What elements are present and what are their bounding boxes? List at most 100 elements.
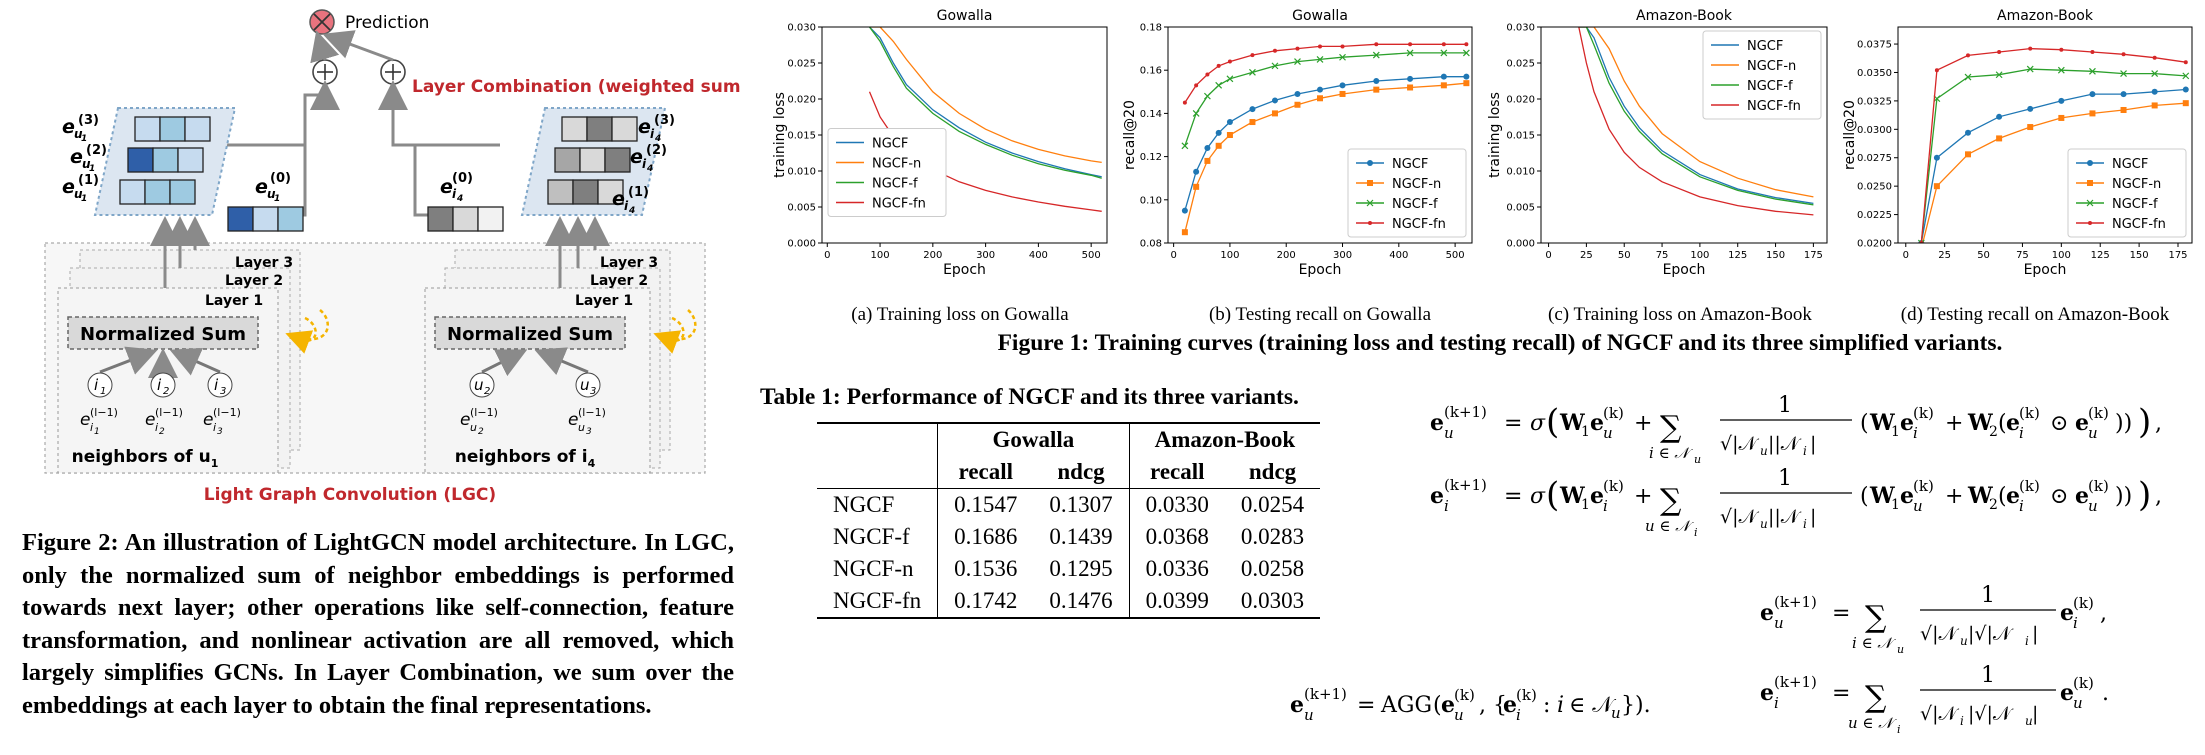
series-line xyxy=(869,27,1102,164)
svg-text:e: e xyxy=(1900,410,1914,436)
svg-text:2: 2 xyxy=(159,427,165,437)
svg-text:4: 4 xyxy=(646,164,653,174)
svg-text:3: 3 xyxy=(590,386,596,397)
metric-header: ndcg xyxy=(1033,456,1130,489)
svg-text:u ∈ 𝒩: u ∈ 𝒩 xyxy=(1645,517,1694,535)
series-line xyxy=(868,27,1102,179)
svg-text:|: | xyxy=(1810,433,1816,455)
data-point xyxy=(2059,47,2064,52)
svg-text:(0): (0) xyxy=(270,171,291,186)
data-point xyxy=(1408,42,1413,47)
svg-text:1: 1 xyxy=(81,194,87,204)
svg-text:neighbors of u1: neighbors of u1 xyxy=(72,447,219,470)
svg-text:e: e xyxy=(62,116,75,138)
series-line xyxy=(1184,43,1467,103)
svg-text:, {: , { xyxy=(1479,693,1507,718)
svg-text:(k): (k) xyxy=(2073,594,2094,612)
y-tick-label: 0.14 xyxy=(1140,109,1162,120)
svg-text:.: . xyxy=(2102,681,2109,706)
y-tick-label: 0.0225 xyxy=(1857,210,1892,221)
svg-text:2: 2 xyxy=(1989,424,1998,440)
svg-text:(3): (3) xyxy=(654,113,675,128)
left-neighbors-label: neighbors of u xyxy=(72,447,211,467)
svg-text:i ∈ 𝒩: i ∈ 𝒩 xyxy=(1852,634,1896,652)
data-point xyxy=(1462,49,1470,57)
value-cell: 0.0303 xyxy=(1240,588,1305,613)
svg-text:e: e xyxy=(1290,692,1304,718)
figure1-caption: Figure 1: Training curves (training loss… xyxy=(997,330,2003,356)
svg-text:u: u xyxy=(2088,497,2098,515)
data-point xyxy=(1294,90,1301,97)
svg-text:,: , xyxy=(2155,411,2162,436)
table-corner xyxy=(817,423,939,456)
x-tick-label: 0 xyxy=(824,250,830,261)
data-point xyxy=(1996,113,2003,120)
y-tick-label: 0.0375 xyxy=(1857,40,1892,51)
legend: NGCF NGCF-n NGCF-f NGCF-fn xyxy=(2067,148,2187,238)
svg-text:i: i xyxy=(213,421,216,434)
svg-text:u: u xyxy=(74,187,83,201)
svg-text:u: u xyxy=(267,187,276,201)
data-point xyxy=(1965,129,1971,136)
data-point xyxy=(2087,160,2093,166)
chart-title: Amazon-Book xyxy=(1997,8,2094,24)
data-point xyxy=(1441,42,1446,47)
data-point xyxy=(2086,199,2094,207)
svg-text:e: e xyxy=(1441,692,1455,718)
y-tick-label: 0.015 xyxy=(787,131,816,142)
x-tick-label: 300 xyxy=(976,250,995,261)
legend-label: NGCF-fn xyxy=(1392,217,1446,232)
x-tick-label: 500 xyxy=(1446,250,1465,261)
svg-text:(k): (k) xyxy=(2019,477,2040,495)
data-point xyxy=(1204,144,1211,151)
legend: NGCF NGCF-n NGCF-f NGCF-fn xyxy=(827,128,947,218)
svg-text:3: 3 xyxy=(586,427,592,437)
svg-text:4: 4 xyxy=(628,206,635,216)
svg-text:u: u xyxy=(1444,424,1454,442)
legend-label: NGCF-f xyxy=(1392,197,1438,212)
svg-text:1: 1 xyxy=(1891,424,1900,440)
y-tick-label: 0.030 xyxy=(787,23,816,34)
data-point xyxy=(1339,90,1346,97)
prediction-label: Prediction xyxy=(345,13,429,33)
data-point xyxy=(1964,73,1972,81)
data-point xyxy=(1216,63,1221,68)
data-point xyxy=(2183,60,2188,65)
series-line xyxy=(1920,68,2186,243)
data-point xyxy=(1317,95,1323,102)
sum-symbol: ∑ xyxy=(1660,483,1682,518)
x-tick-label: 175 xyxy=(1804,250,1823,261)
data-point xyxy=(2058,97,2065,104)
lightgcn-architecture-diagram: Prediction Layer Combination (weighted s… xyxy=(44,9,740,505)
svg-text:W: W xyxy=(1559,483,1585,509)
data-point xyxy=(1340,44,1345,49)
table-row: NGCF-n 0.1536 0.1295 0.0336 0.0258 xyxy=(817,553,1320,585)
svg-text:,: , xyxy=(2155,484,2162,509)
data-point xyxy=(1181,207,1188,214)
data-point xyxy=(1373,86,1380,93)
legend-label: NGCF xyxy=(1392,157,1428,172)
data-point xyxy=(1934,68,1939,73)
x-tick-label: 0 xyxy=(1545,250,1551,261)
legend-box xyxy=(1702,30,1822,120)
svg-text:e: e xyxy=(145,410,155,430)
svg-text:(: ( xyxy=(1860,484,1869,509)
svg-text:e: e xyxy=(1590,410,1604,436)
data-point xyxy=(1318,44,1322,49)
x-axis-label: Epoch xyxy=(2024,262,2067,278)
data-point xyxy=(1339,53,1346,61)
chart-amazon-training-loss: Amazon-Book 0.000 0.005 0.010 0.015 0.020 0.02… xyxy=(1487,8,1828,278)
svg-text:√|𝒩: √|𝒩 xyxy=(1920,623,1960,645)
svg-text:i: i xyxy=(1803,444,1807,458)
data-point xyxy=(1372,51,1380,59)
svg-text:u: u xyxy=(1611,704,1621,722)
subcaption-d: (d) Testing recall on Amazon-Book xyxy=(1900,304,2170,325)
data-point xyxy=(1440,82,1447,89)
svg-text:e: e xyxy=(612,188,625,210)
svg-text:i: i xyxy=(642,157,647,171)
data-point xyxy=(2089,91,2096,98)
legend-label: NGCF-f xyxy=(1747,79,1793,94)
x-tick-label: 150 xyxy=(2130,250,2149,261)
svg-text:u: u xyxy=(2073,694,2083,712)
svg-text:(k+1): (k+1) xyxy=(1774,673,1817,691)
